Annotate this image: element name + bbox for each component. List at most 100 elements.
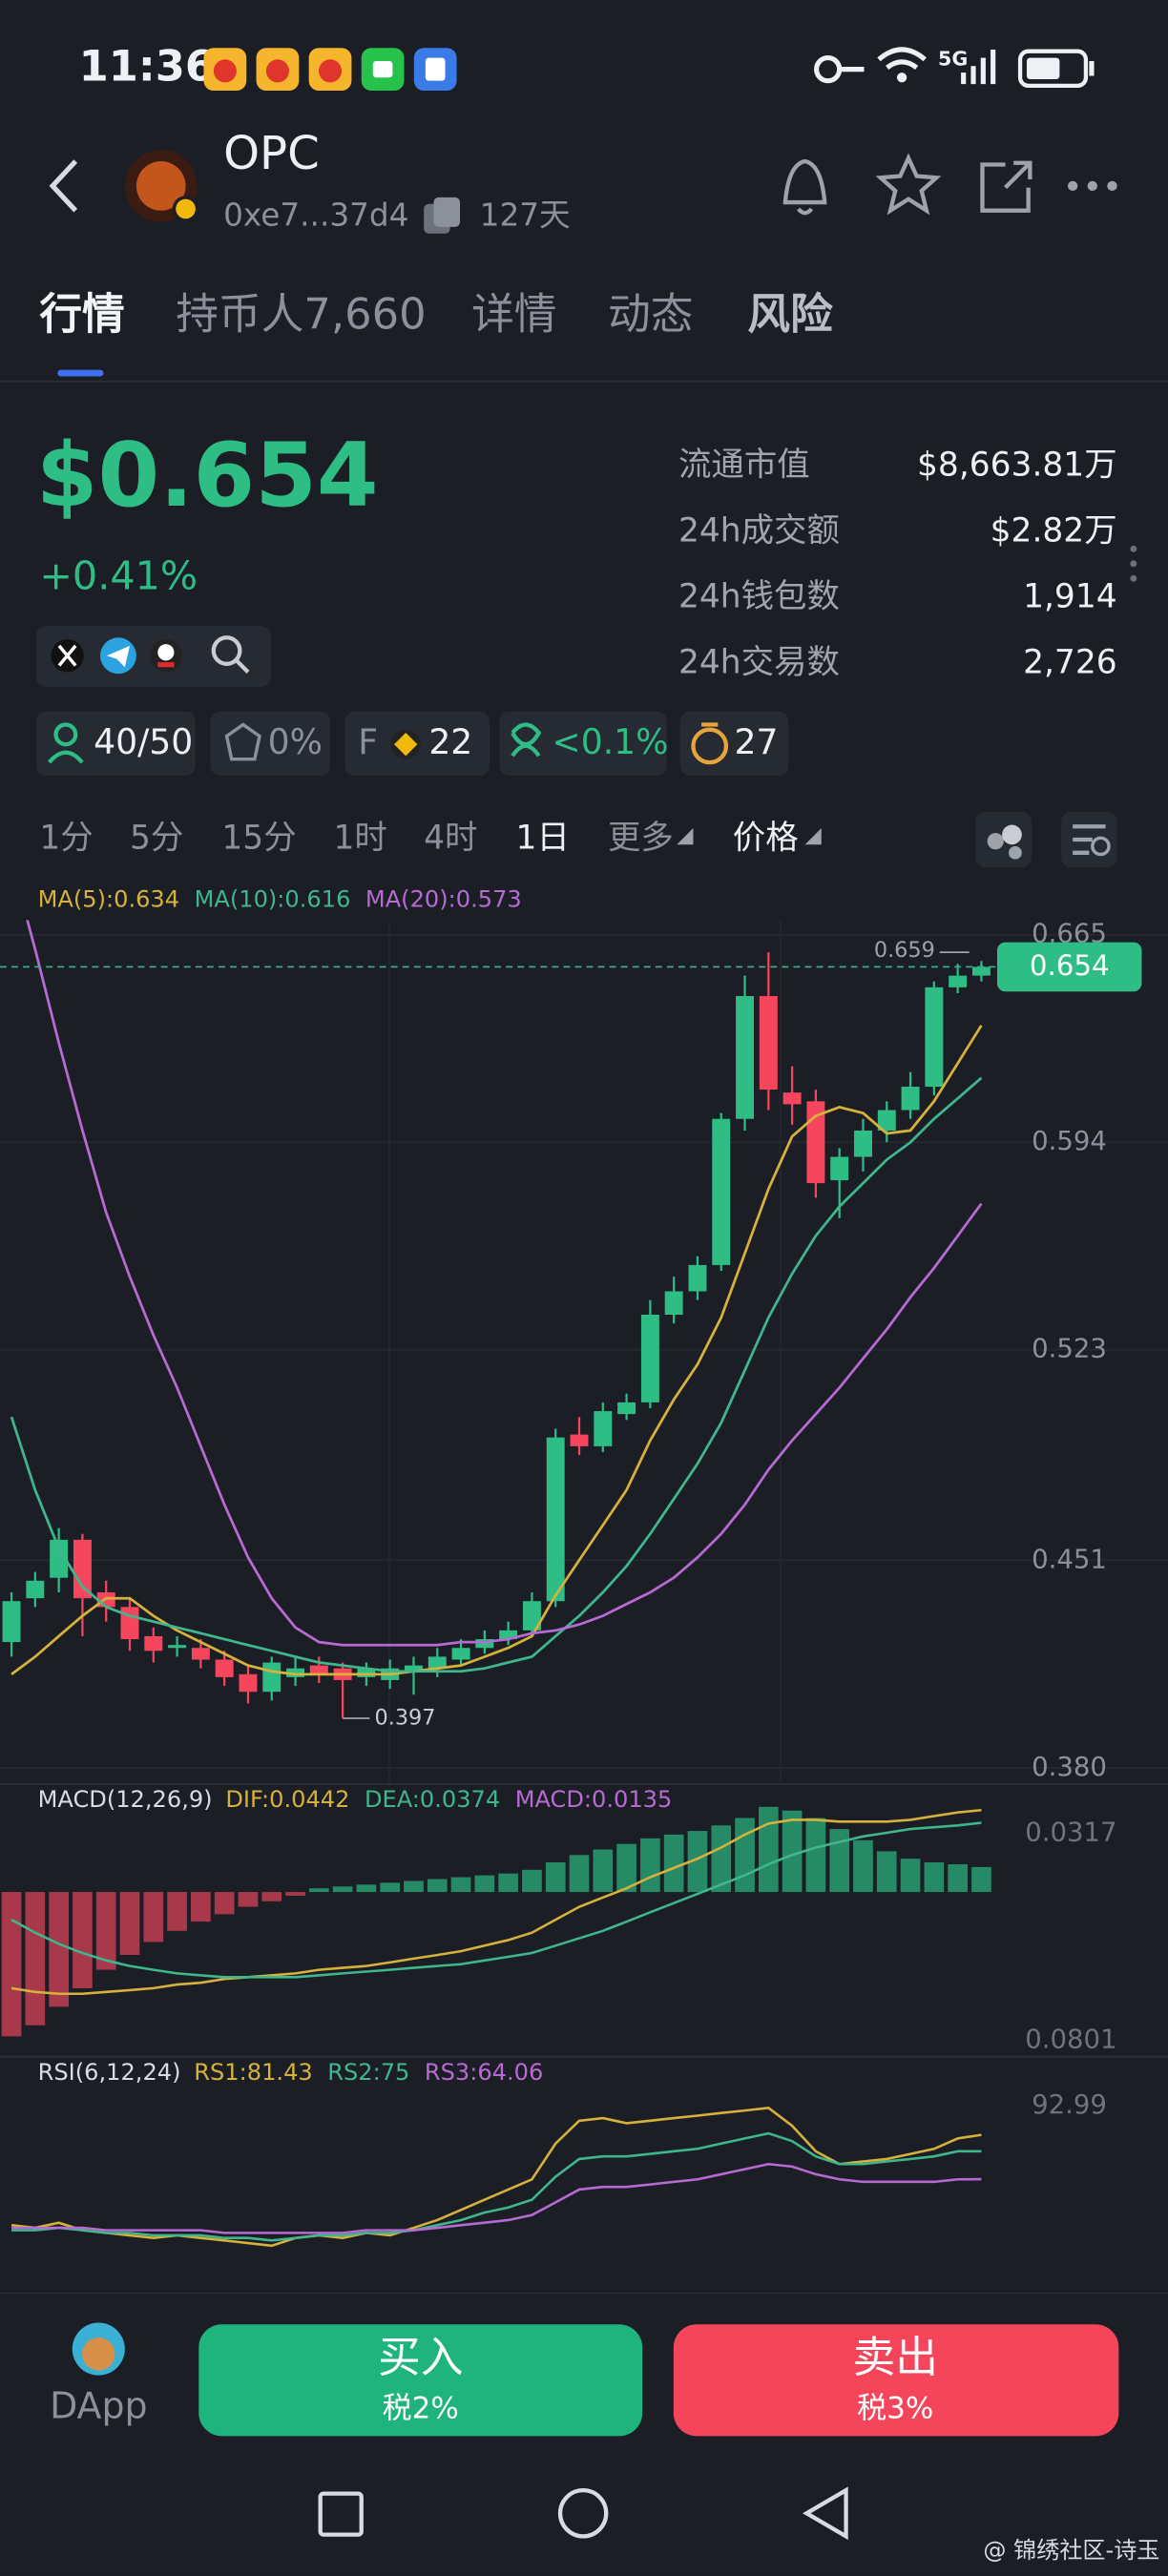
candle-body bbox=[475, 1639, 494, 1649]
tab[interactable]: 详情 bbox=[471, 289, 556, 340]
candle-body bbox=[2, 1601, 21, 1643]
badge-row bbox=[35, 711, 789, 776]
last-price-label: 0.654 bbox=[1030, 949, 1110, 982]
network-type: 5G bbox=[938, 47, 968, 70]
badge-insider: <0.1% bbox=[552, 721, 668, 762]
macd-line bbox=[10, 1808, 982, 1996]
interval-option[interactable]: 1日 bbox=[516, 820, 570, 858]
legend-entry: MA(10):0.616 bbox=[195, 886, 351, 913]
legend-entry: MA(5):0.634 bbox=[38, 886, 180, 913]
dapp-icon[interactable] bbox=[72, 2322, 125, 2376]
dropdown-arrows bbox=[677, 827, 822, 845]
sell-label[interactable]: 卖出 bbox=[852, 2332, 938, 2382]
stats: 流通市值 $8,663.81万 24h成交额 $2.82万 24h钱包数 1,914 24h… bbox=[678, 447, 1117, 682]
legend-entry: DEA:0.0374 bbox=[365, 1786, 500, 1813]
stat-label: 24h成交额 bbox=[678, 512, 840, 551]
candle-body bbox=[309, 1665, 328, 1674]
badge-top-holders: 0% bbox=[268, 721, 323, 762]
notification-icons bbox=[203, 48, 457, 92]
y-tick-label: 92.99 bbox=[1032, 2089, 1107, 2120]
candle-body bbox=[286, 1668, 304, 1677]
candle-body bbox=[546, 1437, 565, 1602]
tab[interactable]: 持币人7,660 bbox=[176, 289, 426, 340]
interval-option[interactable]: 1分 bbox=[39, 820, 93, 858]
interval-option[interactable]: 15分 bbox=[221, 820, 296, 858]
social-links bbox=[35, 626, 272, 687]
chart-tools bbox=[975, 811, 1117, 868]
macd-bar bbox=[829, 1829, 850, 1893]
favorite-button[interactable] bbox=[875, 153, 942, 216]
macd-bar bbox=[49, 1892, 69, 2007]
interval-option[interactable]: 1时 bbox=[333, 820, 386, 858]
tab[interactable]: 行情 bbox=[39, 289, 125, 340]
token-address: 0xe7...37d4 bbox=[223, 197, 408, 234]
sell-button[interactable] bbox=[673, 2324, 1119, 2437]
legend-entry: DIF:0.0442 bbox=[225, 1786, 349, 1813]
candle-body bbox=[736, 996, 755, 1119]
candle-body bbox=[664, 1291, 683, 1315]
legend-entry: RS1:81.43 bbox=[194, 2059, 312, 2086]
macd-bar bbox=[522, 1869, 542, 1893]
macd-bar bbox=[25, 1892, 46, 2025]
candle-body bbox=[759, 996, 778, 1091]
nav-recent[interactable] bbox=[318, 2491, 364, 2537]
macd-bar bbox=[900, 1859, 921, 1893]
interval-option[interactable]: 价格 bbox=[733, 820, 799, 858]
candle-body bbox=[428, 1656, 447, 1669]
watermark: @ 锦绣社区-诗玉 bbox=[983, 2537, 1159, 2564]
candle-body bbox=[617, 1402, 636, 1415]
macd-bar bbox=[167, 1892, 187, 1931]
more-dots bbox=[1130, 545, 1137, 582]
candle-body bbox=[499, 1630, 518, 1640]
macd-bar bbox=[191, 1892, 211, 1922]
stat-value: $8,663.81万 bbox=[917, 447, 1117, 485]
interval-option[interactable]: 4时 bbox=[424, 820, 477, 858]
badge-prefix: F bbox=[358, 721, 378, 762]
copy-icon[interactable] bbox=[424, 197, 461, 234]
candle-body bbox=[925, 987, 944, 1088]
tab[interactable]: 风险 bbox=[747, 289, 833, 340]
nav-home[interactable] bbox=[557, 2488, 609, 2539]
candle-body bbox=[357, 1668, 376, 1677]
y-tick-label: 0.0317 bbox=[1025, 1818, 1116, 1848]
macd-bar bbox=[404, 1880, 424, 1893]
macd-bar bbox=[214, 1892, 235, 1915]
search-button[interactable] bbox=[211, 635, 242, 666]
macd-bar bbox=[735, 1818, 755, 1893]
candle-body bbox=[262, 1662, 282, 1693]
macd-bar bbox=[593, 1849, 614, 1893]
candle-body bbox=[688, 1264, 707, 1292]
token-avatar bbox=[124, 149, 199, 222]
macd-bar bbox=[95, 1892, 116, 1970]
candle-body bbox=[971, 966, 991, 976]
candle-body bbox=[830, 1156, 849, 1181]
legend-entry: MA(20):0.573 bbox=[365, 886, 522, 913]
back-button[interactable] bbox=[49, 159, 78, 213]
status-time: 11:36 bbox=[79, 41, 215, 92]
candle-body bbox=[239, 1673, 258, 1693]
candle-body bbox=[120, 1607, 139, 1640]
more-button[interactable] bbox=[1067, 180, 1117, 192]
macd-bar bbox=[663, 1834, 684, 1893]
buy-button[interactable] bbox=[198, 2324, 643, 2437]
dapp-label[interactable]: DApp bbox=[50, 2385, 147, 2427]
buy-label[interactable]: 买入 bbox=[378, 2332, 464, 2382]
macd-bar bbox=[616, 1843, 636, 1893]
candle-body bbox=[640, 1314, 659, 1402]
share-button[interactable] bbox=[980, 160, 1032, 213]
interval-option[interactable]: 更多 bbox=[608, 820, 674, 858]
macd-bar bbox=[450, 1877, 471, 1893]
macd-bar bbox=[711, 1825, 732, 1893]
candle-body bbox=[168, 1645, 187, 1649]
interval-option[interactable]: 5分 bbox=[130, 820, 183, 858]
sell-tax[interactable]: 税3% bbox=[857, 2391, 933, 2425]
stat-value: $2.82万 bbox=[991, 512, 1117, 551]
tab[interactable]: 动态 bbox=[608, 289, 694, 340]
buy-tax[interactable]: 税2% bbox=[383, 2391, 459, 2425]
alert-button[interactable] bbox=[782, 158, 827, 216]
macd-bar bbox=[261, 1892, 282, 1901]
ma-line bbox=[10, 1025, 983, 1676]
nav-back[interactable] bbox=[802, 2486, 848, 2541]
chart-area: 0.6650.5940.5230.4510.3800.6590.3970.654… bbox=[0, 919, 1168, 2248]
candle-body bbox=[877, 1110, 896, 1131]
